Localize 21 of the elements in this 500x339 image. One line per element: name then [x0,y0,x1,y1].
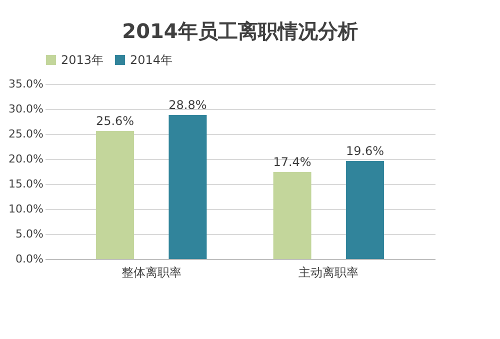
bar [273,172,312,259]
x-tick-label: 整体离职率 [121,266,182,280]
legend-label: 2013年 [61,53,104,67]
data-label: 25.6% [96,114,134,128]
y-tick-label: 0.0% [16,252,44,266]
y-tick-label: 25.0% [8,128,44,140]
legend-label: 2014年 [130,53,173,67]
data-label: 19.6% [346,144,384,158]
y-tick-label: 15.0% [8,178,44,190]
bar [168,115,207,259]
data-label: 28.8% [168,98,207,112]
y-tick-label: 35.0% [8,78,44,90]
y-tick-label: 10.0% [8,202,44,216]
y-tick-label: 30.0% [8,102,44,116]
x-tick-label: 主动离职率 [298,266,359,280]
data-label: 17.4% [273,155,312,169]
chart-title: 2014年员工离职情况分析 [122,19,358,43]
bar [96,131,134,259]
y-tick-label: 20.0% [8,152,44,166]
y-tick-label: 5.0% [16,228,44,240]
bar [346,161,384,259]
